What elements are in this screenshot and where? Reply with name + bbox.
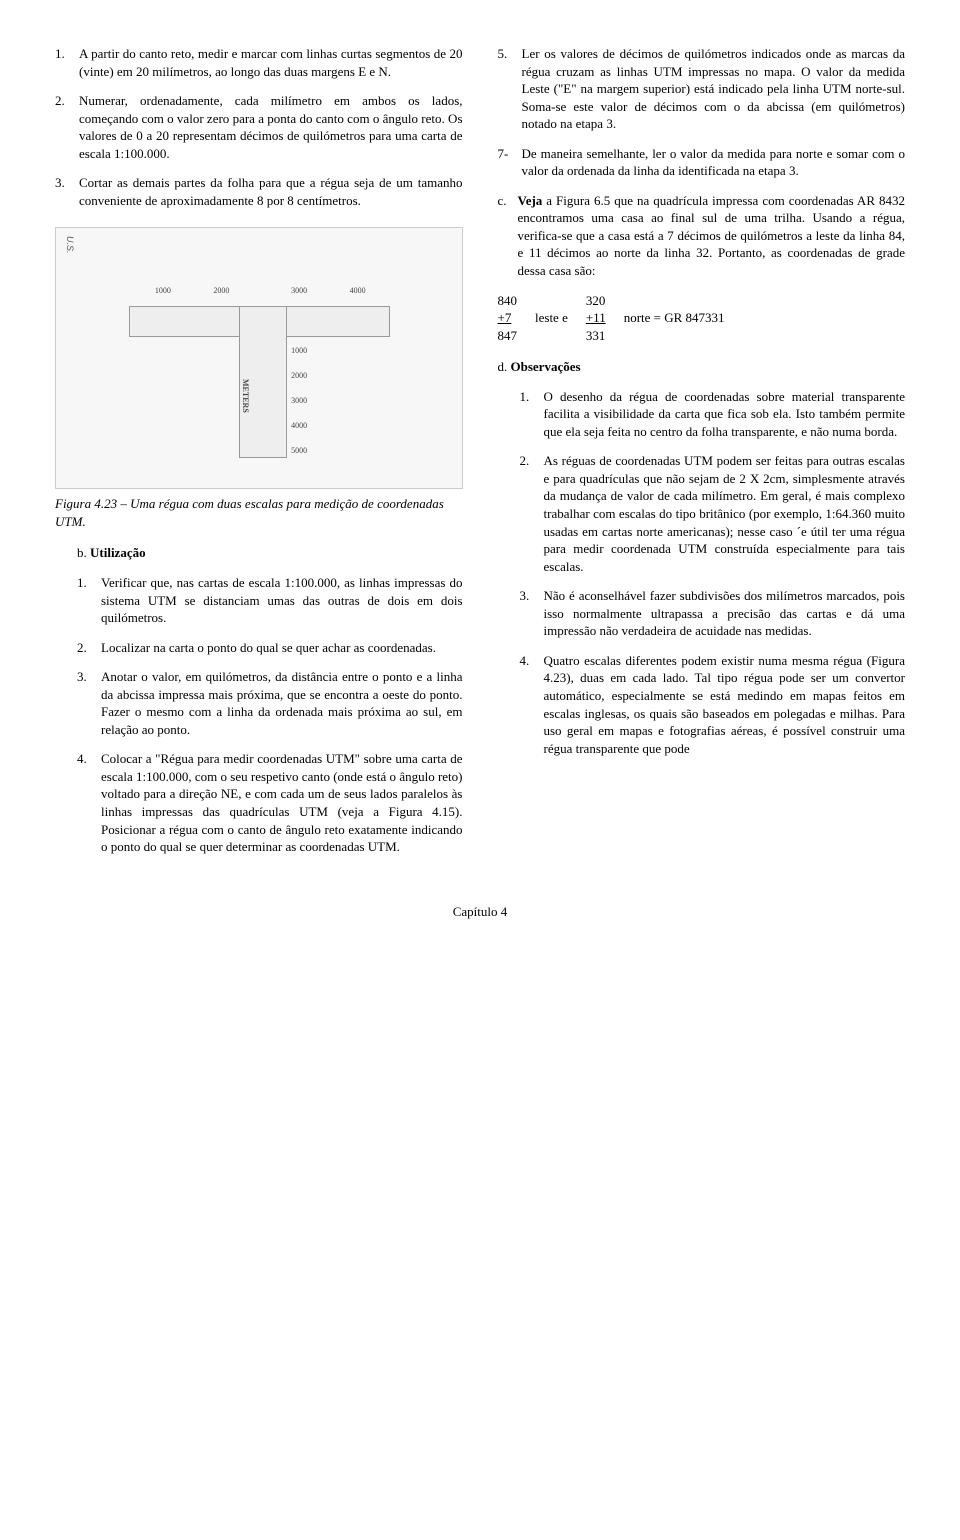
calc-cell: +7 [498,309,536,327]
item-number: 3. [55,174,79,209]
tick-label: 2000 [213,286,229,297]
item-number: 4. [77,750,101,855]
calc-cell [624,327,743,345]
list-item: 5. Ler os valores de décimos de quilómet… [498,45,906,133]
veja-word: Veja [518,193,543,208]
item-text: Ler os valores de décimos de quilómetros… [522,45,906,133]
coordinate-calc-table: 840 320 +7 leste e +11 norte = GR 847331… [498,292,743,345]
item-number: 2. [520,452,544,575]
d-label: d. [498,359,511,374]
item-text: Localizar na carta o ponto do qual se qu… [101,639,463,657]
item-text: Cortar as demais partes da folha para qu… [79,174,463,209]
tick-label: 3000 [291,286,307,297]
d-title: Observações [511,359,581,374]
item-text: O desenho da régua de coordenadas sobre … [544,388,906,441]
section-c-text: Veja a Figura 6.5 que na quadrícula impr… [518,192,906,280]
tick-label: 4000 [350,286,366,297]
list-item: 3. Cortar as demais partes da folha para… [55,174,463,209]
list-item: 3. Anotar o valor, em quilómetros, da di… [77,668,463,738]
calc-cell: 320 [586,292,624,310]
section-c: c. Veja a Figura 6.5 que na quadrícula i… [498,192,906,280]
item-number: 1. [520,388,544,441]
calc-cell: norte = GR 847331 [624,309,743,327]
section-b-label: b. b. UtilizaçãoUtilização [77,545,146,560]
figure-label: U.S. [64,236,76,254]
table-row: +7 leste e +11 norte = GR 847331 [498,309,743,327]
item-number: 1. [77,574,101,627]
ruler-sketch: 1000 2000 3000 4000 1000 2000 3000 4000 … [97,254,421,462]
calc-cell [535,327,586,345]
item-text: De maneira semelhante, ler o valor da me… [522,145,906,180]
item-number: 1. [55,45,79,80]
table-row: 840 320 [498,292,743,310]
item-text: Quatro escalas diferentes podem existir … [544,652,906,757]
section-b-heading: b. b. UtilizaçãoUtilização [77,544,463,562]
item-text: Não é aconselhável fazer subdivisões dos… [544,587,906,640]
item-number: 4. [520,652,544,757]
calc-cell [624,292,743,310]
section-c-label: c. [498,192,518,280]
list-item: 4. Quatro escalas diferentes podem exist… [520,652,906,757]
figure-ruler-diagram: U.S. 1000 2000 3000 4000 1000 2000 3000 … [55,227,463,489]
list-item: 1. A partir do canto reto, medir e marca… [55,45,463,80]
tick-label: 1000 [155,286,171,297]
item-text: Numerar, ordenadamente, cada milímetro e… [79,92,463,162]
list-item: 4. Colocar a "Régua para medir coordenad… [77,750,463,855]
calc-cell: 847 [498,327,536,345]
figure-caption: Figura 4.23 – Uma régua com duas escalas… [55,495,463,530]
table-row: 847 331 [498,327,743,345]
c-rest: a Figura 6.5 que na quadrícula impressa … [518,193,906,278]
list-item: 2. Numerar, ordenadamente, cada milímetr… [55,92,463,162]
item-text: Verificar que, nas cartas de escala 1:10… [101,574,463,627]
section-d-heading: d. Observações [498,358,906,376]
list-item: 1. O desenho da régua de coordenadas sob… [520,388,906,441]
item-number: 2. [55,92,79,162]
calc-cell: +11 [586,309,624,327]
tick-label: 2000 [291,371,307,382]
page-footer: Capítulo 4 [55,903,905,921]
item-text: Colocar a "Régua para medir coordenadas … [101,750,463,855]
item-number: 3. [77,668,101,738]
calc-cell: 840 [498,292,536,310]
item-number: 7- [498,145,522,180]
meters-label: METERS [239,379,250,413]
content-columns: 1. A partir do canto reto, medir e marca… [55,45,905,868]
item-number: 3. [520,587,544,640]
item-text: A partir do canto reto, medir e marcar c… [79,45,463,80]
item-text: As réguas de coordenadas UTM podem ser f… [544,452,906,575]
calc-cell [535,292,586,310]
tick-label: 5000 [291,446,307,457]
list-item: 2. Localizar na carta o ponto do qual se… [77,639,463,657]
tick-label: 4000 [291,421,307,432]
calc-cell: 331 [586,327,624,345]
list-item: 1. Verificar que, nas cartas de escala 1… [77,574,463,627]
item-number: 2. [77,639,101,657]
tick-label: 1000 [291,346,307,357]
item-number: 5. [498,45,522,133]
list-item: 7- De maneira semelhante, ler o valor da… [498,145,906,180]
item-text: Anotar o valor, em quilómetros, da distâ… [101,668,463,738]
calc-cell: leste e [535,309,586,327]
tick-label: 3000 [291,396,307,407]
list-item: 3. Não é aconselhável fazer subdivisões … [520,587,906,640]
list-item: 2. As réguas de coordenadas UTM podem se… [520,452,906,575]
